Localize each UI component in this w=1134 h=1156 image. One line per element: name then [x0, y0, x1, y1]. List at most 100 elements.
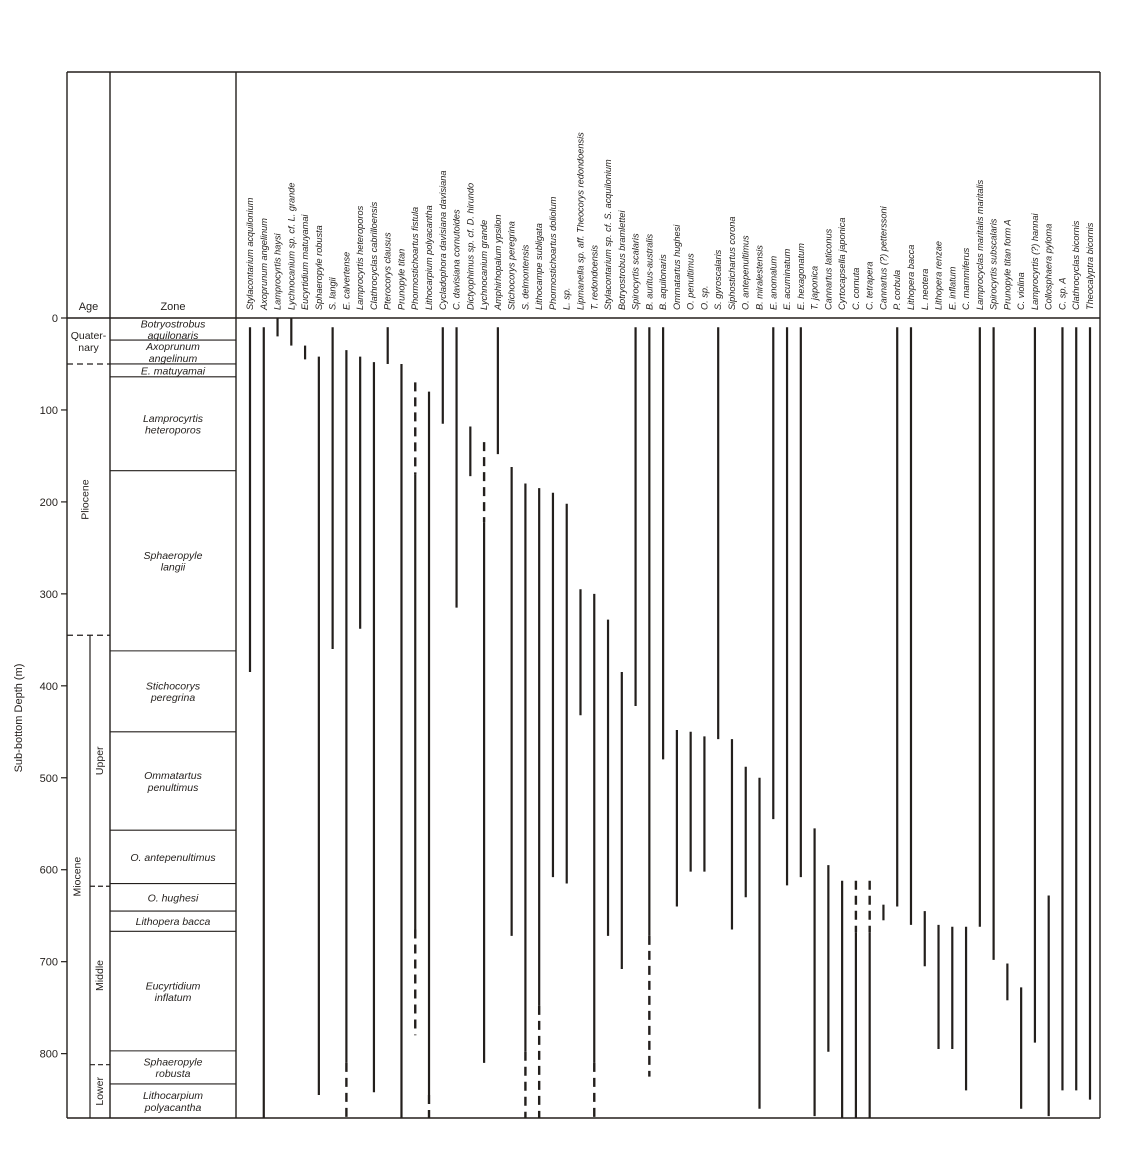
taxon-label: S. gyroscalaris [713, 249, 723, 310]
taxon-column: Ommatartus hughesi [672, 224, 682, 907]
y-tick-label: 200 [40, 497, 58, 509]
taxon-column: C. violina [1016, 272, 1026, 1109]
taxon-label: B. miralestensis [755, 245, 765, 310]
taxon-column: O. sp. [699, 285, 709, 872]
taxon-label: E. acuminatum [782, 248, 792, 310]
taxon-column: Cannartus laticonus [823, 228, 833, 1052]
zone-label: Stichocorys peregrina [146, 681, 201, 705]
y-tick-label: 0 [52, 313, 58, 325]
depth-axis: 0 100 200 300 400 500 600 700 800 Sub-bottom Dept… [13, 313, 67, 1061]
taxon-label: Spirocyrtis scalaris [631, 233, 641, 310]
taxon-column: Siphostichartus corona [727, 217, 737, 930]
taxon-column: Pterocorys clausus [383, 232, 393, 364]
taxon-column: Phormostichoartus fistula [410, 207, 420, 1036]
age-label-miocene: Miocene [72, 857, 84, 897]
taxon-column: Phormostichoartus doliolum [548, 196, 558, 878]
age-column: Quater-nary Pliocene Miocene Upper Middle Low… [67, 330, 110, 1118]
age-label-pliocene: Pliocene [80, 479, 92, 519]
taxon-label: Theocalyptra bicornis [1085, 222, 1095, 310]
taxon-label: S. langii [328, 276, 338, 310]
zone-label: Lithocarpium polyacantha [143, 1090, 203, 1114]
taxon-column: Stylacontarium acquilonium [245, 197, 255, 673]
taxon-label: Lithopera renzae [934, 241, 944, 310]
subage-label-upper: Upper [94, 746, 106, 775]
taxon-column: E. hexagonatum [796, 243, 806, 878]
y-tick-label: 100 [40, 405, 58, 417]
zone-label: Botryostrobus aquilonaris [141, 318, 207, 342]
taxon-label: E. anomalum [768, 256, 778, 310]
taxon-column: C. mammiferus [961, 247, 971, 1091]
age-label-quaternary: Quater-nary [71, 330, 107, 354]
taxon-column: Lithocarpium polyacantha [424, 205, 434, 1118]
taxon-column: C. tetrapera [865, 261, 875, 1118]
taxon-label: Stylacontarium sp. cf. S. acquilonium [603, 159, 613, 310]
taxon-column: E. acuminatum [782, 248, 792, 886]
taxon-column: C. sp. A [1057, 278, 1067, 1091]
taxon-column: B. auritus-australis [644, 234, 654, 1077]
taxon-column: O. antepenultimus [741, 235, 751, 898]
taxon-column: Dictyophimus sp. cf. D. hirundo [465, 183, 475, 477]
taxon-label: C. tetrapera [865, 261, 875, 310]
taxon-label: Prunopyle titan [396, 249, 406, 310]
taxon-column: Amphirhopalum ypsilon [493, 214, 503, 455]
taxon-label: Stylacontarium acquilonium [245, 197, 255, 310]
taxon-label: Phormostichoartus fistula [410, 207, 420, 310]
taxon-label: Lipmanella sp. aff. Theocorys redondoens… [575, 132, 585, 310]
taxon-column: Cyrtocapsella japonica [837, 218, 847, 1118]
taxon-column: Lamprocyrtis haysi [273, 232, 283, 337]
zone-label: Lamprocyrtis heteroporos [143, 413, 204, 437]
taxon-label: O. penultimus [686, 253, 696, 310]
taxon-column: Stylacontarium sp. cf. S. acquilonium [603, 159, 613, 936]
zone-label: O. antepenultimus [130, 852, 216, 864]
taxon-label: Siphostichartus corona [727, 217, 737, 310]
taxon-column: B. miralestensis [755, 245, 765, 1109]
zone-label: E. matuyamai [141, 365, 206, 377]
taxon-label: S. delmontensis [520, 244, 530, 310]
taxon-label: Stichocorys peregrina [507, 221, 517, 310]
y-tick-label: 500 [40, 773, 58, 785]
taxon-column: Stichocorys peregrina [507, 221, 517, 936]
taxon-column: Clathrocyclas bicornis [1071, 220, 1081, 1091]
taxon-label: O. antepenultimus [741, 235, 751, 310]
taxon-column: Lamprocyclas maritalis maritalis [975, 179, 985, 927]
taxon-column: Lamprocyrtis heteroporos [355, 205, 365, 629]
taxon-label: Sphaeropyle robusta [314, 225, 324, 310]
taxon-column: Lithocampe subligata [534, 223, 544, 1118]
taxon-label: C. cornuta [851, 268, 861, 310]
taxon-label: Lithocarpium polyacantha [424, 205, 434, 310]
taxon-label: Cannartus laticonus [823, 228, 833, 310]
taxon-label: Pterocorys clausus [383, 232, 393, 310]
taxon-column: S. delmontensis [520, 244, 530, 1118]
taxon-column: Prunopyle titan form A [1002, 219, 1012, 1001]
zone-label: Lithopera bacca [136, 916, 211, 928]
taxon-column: L. neotera [920, 269, 930, 967]
chart-frame: Age Zone [66, 71, 1101, 1119]
taxon-column: T. redondoensis [589, 245, 599, 1118]
taxon-label: Lamprocyrtis haysi [273, 232, 283, 310]
taxon-label: C. violina [1016, 272, 1026, 310]
zone-header: Zone [160, 301, 185, 313]
taxon-label: Lamprocyrtis heteroporos [355, 205, 365, 310]
taxon-label: C. davisiana cornutoides [452, 209, 462, 310]
taxon-column: Lithopera bacca [906, 245, 916, 925]
taxon-column: E. inflatum [947, 266, 957, 1050]
taxon-column: Clathrocyclas cabrilloensis [369, 201, 379, 1093]
y-tick-label: 700 [40, 957, 58, 969]
taxon-column: Lipmanella sp. aff. Theocorys redondoens… [575, 132, 585, 716]
subage-label-middle: Middle [94, 960, 106, 991]
taxon-column: Spirocyrtis scalaris [631, 233, 641, 707]
taxon-column: B. aquilonaris [658, 254, 668, 760]
taxon-label: Spirocyrtis subscalaris [989, 218, 999, 310]
taxon-label: Axoprunum angelinum [259, 218, 269, 311]
taxon-label: L. neotera [920, 269, 930, 310]
taxon-column: Spirocyrtis subscalaris [989, 218, 999, 960]
zone-label: Axoprunum angelinum [145, 341, 200, 365]
taxon-label: Lithocampe subligata [534, 223, 544, 310]
taxon-label: Clathrocyclas cabrilloensis [369, 201, 379, 310]
taxon-column: E. calvertense [341, 252, 351, 1118]
taxon-column: Lamprocyrtis (?) hannai [1030, 213, 1040, 1043]
taxon-label: Cyrtocapsella japonica [837, 218, 847, 310]
taxon-label: B. auritus-australis [644, 234, 654, 310]
y-tick-label: 800 [40, 1049, 58, 1061]
